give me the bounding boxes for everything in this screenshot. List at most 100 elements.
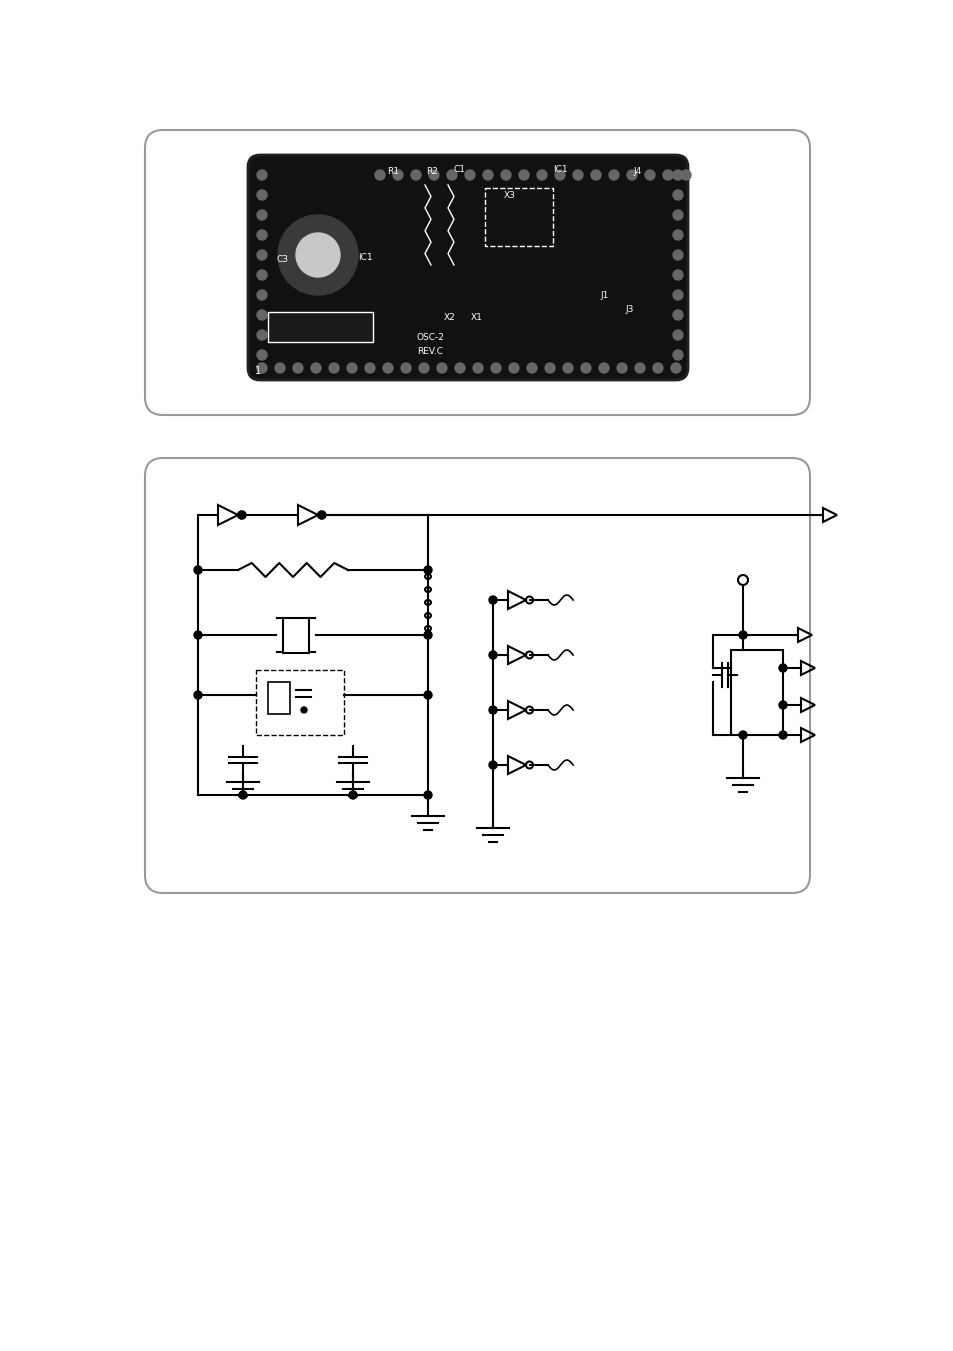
Circle shape [436,363,447,373]
Bar [268,682,290,713]
Circle shape [779,663,786,671]
FancyBboxPatch shape [145,458,809,893]
Circle shape [277,215,357,295]
Circle shape [429,170,438,180]
Text: REV.C: REV.C [416,347,442,357]
Circle shape [672,270,682,280]
Circle shape [779,731,786,739]
Circle shape [635,363,644,373]
Circle shape [779,701,786,709]
Text: X2: X2 [444,313,456,323]
Circle shape [447,170,456,180]
Circle shape [473,363,482,373]
Circle shape [562,363,573,373]
Circle shape [400,363,411,373]
Circle shape [482,170,493,180]
Circle shape [644,170,655,180]
Circle shape [739,731,746,739]
Circle shape [489,707,497,713]
Circle shape [590,170,600,180]
Circle shape [256,330,267,340]
Bar [283,617,309,653]
Circle shape [256,350,267,359]
Circle shape [464,170,475,180]
Circle shape [193,690,202,698]
Circle shape [256,190,267,200]
Circle shape [626,170,637,180]
Circle shape [672,309,682,320]
Text: R2: R2 [426,168,437,177]
Circle shape [670,363,680,373]
Circle shape [295,232,339,277]
Circle shape [274,363,285,373]
Circle shape [317,511,326,519]
Text: J1: J1 [600,290,609,300]
Text: C3: C3 [276,255,289,265]
Circle shape [256,170,267,180]
Circle shape [393,170,402,180]
Circle shape [672,209,682,220]
Circle shape [349,790,356,798]
Circle shape [423,566,432,574]
Circle shape [193,631,202,639]
Circle shape [491,363,500,373]
Circle shape [739,631,746,639]
Circle shape [256,309,267,320]
Circle shape [544,363,555,373]
Circle shape [672,190,682,200]
Circle shape [256,250,267,259]
Circle shape [537,170,546,180]
Circle shape [256,270,267,280]
Circle shape [301,707,307,713]
Circle shape [329,363,338,373]
Circle shape [293,363,303,373]
Text: J4: J4 [633,168,641,177]
Bar [255,670,344,735]
Circle shape [239,790,247,798]
Circle shape [347,363,356,373]
Circle shape [382,363,393,373]
Circle shape [598,363,608,373]
Circle shape [500,170,511,180]
Circle shape [580,363,590,373]
Circle shape [680,170,690,180]
Bar [730,650,782,735]
Circle shape [672,230,682,240]
Circle shape [489,651,497,659]
Bar [268,312,373,342]
Circle shape [617,363,626,373]
Circle shape [509,363,518,373]
Text: IC1: IC1 [357,254,372,262]
Text: X3: X3 [503,190,516,200]
Circle shape [555,170,564,180]
Text: R1: R1 [387,168,398,177]
Circle shape [193,566,202,574]
Circle shape [672,350,682,359]
Circle shape [311,363,320,373]
Circle shape [652,363,662,373]
Circle shape [455,363,464,373]
Circle shape [662,170,672,180]
Circle shape [256,290,267,300]
Circle shape [256,230,267,240]
Text: C1: C1 [454,165,465,173]
Circle shape [423,790,432,798]
FancyBboxPatch shape [248,155,687,380]
Bar [484,188,553,246]
Circle shape [411,170,420,180]
Text: OSC-2: OSC-2 [416,334,443,343]
Circle shape [672,330,682,340]
Text: 1: 1 [254,366,261,376]
Circle shape [256,209,267,220]
Circle shape [518,170,529,180]
Text: X1: X1 [471,313,482,323]
Circle shape [375,170,385,180]
Circle shape [365,363,375,373]
Circle shape [418,363,429,373]
Circle shape [672,250,682,259]
Circle shape [526,363,537,373]
FancyBboxPatch shape [145,130,809,415]
Circle shape [256,363,267,373]
Circle shape [237,511,246,519]
Circle shape [672,170,682,180]
